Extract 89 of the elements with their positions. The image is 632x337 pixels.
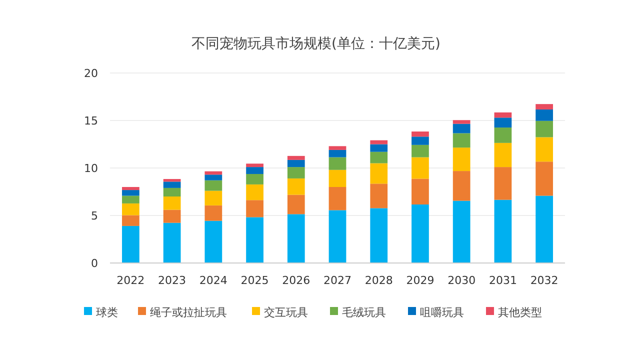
- bar: [204, 190, 222, 206]
- bar: [246, 164, 264, 168]
- x-tick-label: 2032: [530, 274, 558, 287]
- bar: [370, 140, 388, 144]
- bar: [412, 144, 429, 158]
- bar: [204, 180, 222, 191]
- x-tick-label: 2024: [199, 274, 228, 287]
- legend-label: 咀嚼玩具: [420, 306, 464, 319]
- bar: [246, 167, 264, 174]
- bar: [452, 133, 470, 148]
- legend-label: 其他类型: [498, 306, 542, 319]
- bar: [163, 210, 181, 223]
- legend-label: 球类: [96, 306, 118, 319]
- bar: [412, 178, 429, 204]
- bar: [246, 200, 264, 218]
- legend-label: 交互玩具: [264, 306, 308, 319]
- bar: [494, 118, 512, 128]
- bar: [163, 196, 181, 210]
- bar: [452, 171, 470, 201]
- bar: [452, 200, 470, 263]
- bar: [122, 190, 140, 196]
- bar: [370, 152, 388, 164]
- x-tick-label: 2031: [488, 274, 517, 287]
- bar: [536, 120, 554, 138]
- y-tick-label: 0: [91, 257, 98, 270]
- bar: [412, 136, 429, 145]
- legend-label: 绳子或拉扯玩具: [150, 306, 227, 319]
- bar: [163, 182, 181, 188]
- bar: [246, 174, 264, 184]
- bar: [328, 157, 346, 170]
- bar: [204, 220, 222, 263]
- bar: [536, 104, 554, 110]
- bar: [246, 217, 264, 263]
- bar: [412, 204, 429, 263]
- bar: [204, 171, 222, 175]
- bar: [536, 162, 554, 196]
- x-tick-label: 2025: [240, 274, 269, 287]
- x-tick-label: 2030: [448, 274, 476, 287]
- bar: [246, 184, 264, 200]
- x-tick-label: 2026: [282, 274, 310, 287]
- x-tick-label: 2027: [324, 274, 352, 287]
- bar: [122, 203, 140, 216]
- bar: [328, 170, 346, 187]
- bar: [163, 222, 181, 263]
- bar: [494, 200, 512, 263]
- legend-label: 毛绒玩具: [342, 306, 386, 319]
- bar: [494, 128, 512, 143]
- bar: [536, 196, 554, 263]
- bar: [287, 167, 305, 178]
- bar: [494, 167, 512, 200]
- bar: [536, 109, 554, 121]
- y-tick-label: 15: [84, 114, 98, 128]
- bar: [163, 188, 181, 196]
- y-tick-label: 5: [91, 210, 98, 222]
- bar: [328, 146, 346, 150]
- bar: [204, 205, 222, 221]
- bar: [370, 184, 388, 208]
- bar: [328, 150, 346, 158]
- chart-title: 不同宠物玩具市场规模(单位：十亿美元): [192, 36, 440, 52]
- bar: [287, 160, 305, 168]
- bar: [452, 148, 470, 172]
- bar: [494, 142, 512, 168]
- bar: [452, 124, 470, 134]
- bar: [287, 214, 305, 263]
- x-tick-label: 2023: [158, 274, 186, 287]
- y-tick-label: 20: [84, 67, 98, 80]
- x-tick-label: 2028: [364, 274, 393, 287]
- bar: [122, 187, 140, 190]
- bar: [412, 157, 429, 179]
- bar: [122, 196, 140, 204]
- bar: [328, 187, 346, 210]
- bar: [163, 179, 181, 182]
- bar: [204, 174, 222, 180]
- bar: [122, 215, 140, 226]
- bar: [536, 137, 554, 162]
- bar: [122, 226, 140, 263]
- bar: [287, 156, 305, 160]
- bar: [494, 112, 512, 118]
- bar: [370, 208, 388, 263]
- bar: [287, 194, 305, 214]
- bar: [370, 144, 388, 152]
- bar: [412, 132, 429, 137]
- x-tick-label: 2029: [406, 274, 434, 287]
- bar: [452, 120, 470, 124]
- bar: [287, 178, 305, 195]
- bar: [370, 163, 388, 184]
- y-tick-label: 10: [84, 162, 98, 175]
- x-tick-label: 2022: [116, 274, 145, 287]
- bar: [328, 210, 346, 263]
